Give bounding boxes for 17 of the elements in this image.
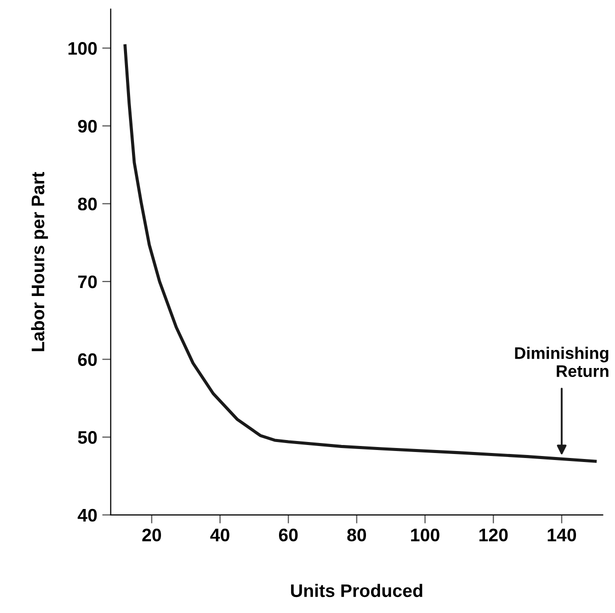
- x-tick-label: 40: [210, 528, 230, 542]
- x-tick-label: 120: [479, 528, 508, 542]
- annotation: Diminishing Return: [515, 346, 608, 378]
- y-tick-label: 80: [78, 198, 97, 210]
- y-tick-label: 70: [78, 275, 97, 288]
- x-tick-label: 20: [142, 528, 161, 542]
- x-tick-label: 80: [347, 528, 366, 542]
- x-tick-label: 140: [548, 528, 576, 542]
- y-tick-label: 40: [78, 508, 97, 522]
- y-axis-title: Labor Hours per Part: [31, 172, 48, 352]
- x-tick-label: 60: [278, 528, 298, 542]
- x-tick-label: 100: [411, 528, 440, 542]
- x-axis-title: Units Produced: [291, 584, 422, 598]
- y-tick-label: 60: [78, 353, 97, 366]
- y-tick-label: 50: [78, 431, 97, 444]
- y-tick-label: 100: [68, 42, 97, 55]
- y-tick-label: 90: [78, 120, 97, 133]
